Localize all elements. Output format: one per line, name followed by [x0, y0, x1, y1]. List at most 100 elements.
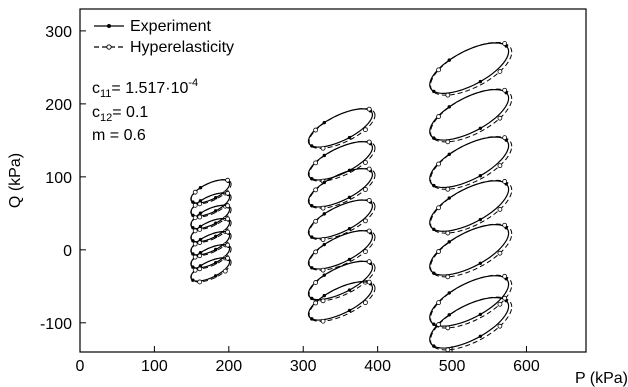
experiment-point — [447, 58, 451, 62]
x-tick-label: 200 — [215, 358, 242, 375]
experiment-point — [347, 308, 352, 313]
experiment-loop — [307, 108, 374, 148]
hyperelasticity-point — [320, 237, 326, 242]
experiment-point — [310, 317, 314, 321]
hyperelasticity-point — [366, 166, 372, 172]
hyperelasticity-point — [445, 186, 451, 192]
hyperelasticity-loop — [190, 244, 232, 270]
hyperelasticity-loop — [430, 88, 513, 143]
hyperelasticity-point — [225, 255, 231, 261]
param-c12-subscript: 12 — [100, 112, 112, 124]
param-c11-value: = 1.517·10 — [111, 80, 188, 97]
hyperelasticity-point — [225, 242, 231, 248]
experiment-point — [347, 195, 352, 200]
experiment-point — [478, 174, 483, 178]
experiment-loop — [307, 260, 374, 301]
hyperelasticity-point — [502, 273, 508, 279]
hyperelasticity-point — [225, 177, 231, 183]
hyperelasticity-point — [313, 249, 319, 255]
hyperelasticity-point — [313, 160, 319, 166]
y-tick-label: -100 — [40, 316, 72, 333]
hyperelasticity-point — [502, 41, 508, 46]
experiment-point — [310, 144, 314, 148]
experiment-point — [447, 291, 451, 295]
hyperelasticity-loop — [190, 192, 232, 218]
hyperelasticity-point — [362, 187, 368, 192]
legend: Experiment Hyperelasticity — [94, 18, 234, 56]
experiment-point — [478, 79, 483, 84]
legend-marker-hyperelasticity — [106, 44, 112, 50]
experiment-loop — [307, 141, 374, 181]
hyperelasticity-point — [197, 279, 203, 285]
plot-frame — [79, 8, 587, 353]
hyperelasticity-point — [497, 163, 503, 169]
hyperelasticity-point — [502, 295, 508, 301]
hyperelasticity-point — [320, 318, 326, 324]
experiment-point — [198, 237, 203, 242]
experiment-point — [478, 126, 483, 130]
hyperelasticity-point — [436, 67, 442, 73]
x-tick-label: 400 — [364, 358, 391, 375]
hyperelasticity-loop — [430, 223, 513, 278]
hyperelasticity-point — [225, 229, 231, 235]
hyperelasticity-loop — [190, 204, 232, 230]
hyperelasticity-point — [366, 228, 372, 234]
hyperelasticity-loop — [430, 274, 513, 329]
y-tick-label: 100 — [45, 170, 72, 187]
hyperelasticity-point — [362, 127, 368, 133]
hyperelasticity-point — [225, 203, 231, 209]
experiment-point — [191, 200, 195, 204]
hyperelasticity-point — [320, 205, 326, 211]
experiment-point — [447, 240, 451, 244]
hyperelasticity-point — [502, 135, 508, 141]
experiment-point — [432, 344, 436, 348]
hyperelasticity-point — [362, 249, 368, 254]
experiment-point — [432, 89, 436, 94]
experiment-point — [198, 211, 203, 215]
hyperelasticity-loop — [308, 229, 376, 271]
hyperelasticity-point — [497, 115, 503, 121]
hyperelasticity-point — [502, 179, 508, 184]
hyperelasticity-loop — [308, 260, 376, 302]
experiment-point — [310, 266, 314, 270]
experiment-point — [447, 196, 451, 200]
experiment-point — [191, 252, 195, 256]
experiment-point — [198, 224, 203, 229]
experiment-point — [198, 264, 203, 268]
experiment-loop — [307, 230, 374, 270]
hyperelasticity-point — [436, 114, 442, 119]
param-m: m = 0.6 — [92, 127, 146, 144]
experiment-point — [322, 242, 326, 247]
experiment-point — [478, 261, 483, 266]
experiment-point — [347, 135, 352, 140]
experiment-loop — [307, 281, 374, 321]
hyperelasticity-point — [366, 106, 372, 112]
hyperelasticity-point — [320, 145, 326, 151]
y-tick-label: 0 — [63, 243, 72, 260]
experiment-point — [310, 204, 314, 208]
hyperelasticity-loop — [190, 257, 232, 283]
experiment-point — [432, 322, 436, 326]
hyperelasticity-point — [436, 322, 442, 327]
experiment-point — [310, 177, 314, 181]
param-c11-subscript: 11 — [100, 88, 111, 100]
hyperelasticity-point — [192, 241, 198, 247]
hyperelasticity-loop — [190, 230, 232, 257]
param-c11-symbol: c — [92, 80, 100, 97]
hyperelasticity-point — [362, 160, 368, 165]
x-axis-label: P (kPa) — [575, 370, 628, 387]
experiment-point — [214, 234, 218, 239]
hyperelasticity-point — [192, 202, 198, 208]
hyperelasticity-point — [362, 300, 368, 306]
experiment-point — [322, 180, 326, 185]
hyperelasticity-point — [366, 139, 372, 145]
legend-marker-experiment — [107, 24, 111, 28]
experiment-point — [478, 334, 483, 338]
hyperelasticity-point — [313, 127, 319, 133]
hyperelasticity-point — [192, 254, 198, 260]
experiment-point — [347, 288, 352, 292]
experiment-point — [310, 296, 314, 301]
hyperelasticity-loop — [308, 108, 376, 149]
hyperelasticity-point — [313, 187, 319, 193]
hyperelasticity-loop — [430, 41, 513, 96]
